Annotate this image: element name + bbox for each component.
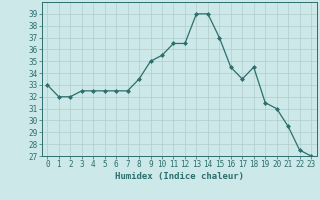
X-axis label: Humidex (Indice chaleur): Humidex (Indice chaleur) — [115, 172, 244, 181]
